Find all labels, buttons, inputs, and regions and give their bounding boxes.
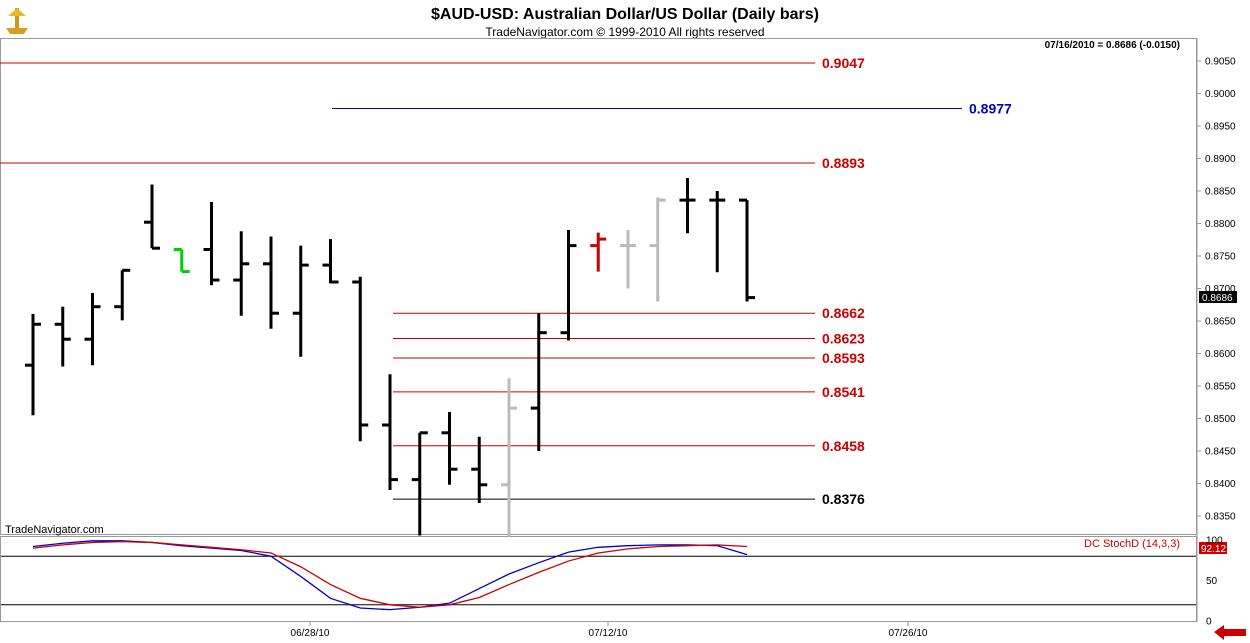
logo-icon [6,8,28,34]
price-tick-label: 0.8800 [1205,219,1236,230]
stoch-tick-label: 50 [1206,576,1218,587]
current-price-label: 0.8686 [1202,293,1233,304]
date-tick-label: 07/26/10 [889,628,928,639]
price-tick-label: 0.9000 [1205,89,1236,100]
stoch-series-line [32,540,748,608]
ohlc-bar [382,374,398,490]
level-lines: 0.9047 0.8977 0.8893 0.8662 0.8623 0.8593 0.85… [0,55,1012,507]
price-tick-label: 0.8700 [1205,284,1236,295]
watermark: TradeNavigator.com [5,524,104,536]
price-tick-label: 0.8350 [1205,512,1236,523]
price-panel [0,38,1197,535]
level-label: 0.8593 [822,350,865,366]
level-label: 0.8623 [822,331,865,347]
ohlc-bar [739,198,755,302]
level-label: 0.8977 [969,100,1012,116]
price-tick-label: 0.8450 [1205,447,1236,458]
ohlc-bar [501,378,517,537]
ohlc-bar [352,276,369,442]
level-label: 0.8458 [822,438,865,454]
stoch-value-tag: 92.12 [1199,542,1227,555]
date-axis: 06/28/10 07/12/10 07/26/10 [291,622,928,639]
date-tick-label: 06/28/10 [291,628,330,639]
price-tick-label: 0.9050 [1205,57,1236,68]
current-price-tag: 0.8686 [1199,291,1237,304]
chart-title: $AUD-USD: Australian Dollar/US Dollar (D… [431,6,819,23]
level-label: 0.8893 [822,155,865,171]
ohlc-bar [590,232,607,272]
ohlc-bar [679,178,696,234]
price-tick-label: 0.8500 [1205,414,1236,425]
stochastic-plot [1,540,1196,611]
ohlc-bars [25,178,755,537]
stoch-value-label: 92.12 [1201,544,1226,555]
level-label: 0.8662 [822,305,865,321]
ohlc-bar [322,239,339,284]
ohlc-bar [144,184,160,250]
level-label: 0.8541 [822,384,865,400]
price-tick-label: 0.8850 [1205,187,1236,198]
ohlc-bar [84,293,101,366]
chart-subtitle: TradeNavigator.com © 1999-2010 All right… [485,25,764,39]
ohlc-bar [263,236,279,329]
ohlc-bar [54,306,71,367]
price-tick-label: 0.8950 [1205,122,1236,133]
ohlc-bar [471,436,488,503]
level-label: 0.8376 [822,491,865,507]
price-axis: 0.9050 0.9000 0.8950 0.8900 0.8850 0.8800 0.87… [1197,57,1236,523]
price-tick-label: 0.8600 [1205,349,1236,360]
stoch-tick-label: 100 [1206,536,1223,547]
price-tick-label: 0.8750 [1205,252,1236,263]
price-tick-label: 0.8400 [1205,479,1236,490]
price-tick-label: 0.8900 [1205,154,1236,165]
ohlc-bar [114,268,131,321]
level-label: 0.9047 [822,55,865,71]
ohlc-bar [709,191,726,273]
stoch-axis: 100 50 0 [1206,536,1223,628]
ohlc-bar [649,197,666,302]
price-tick-label: 0.8550 [1205,382,1236,393]
ohlc-bar [292,245,309,357]
ohlc-bar [441,412,458,485]
ohlc-bar [173,248,190,274]
stoch-panel [0,536,1197,622]
ohlc-bar [203,202,220,286]
date-tick-label: 07/12/10 [589,628,628,639]
ohlc-bar [560,230,577,341]
price-tick-label: 0.8650 [1205,317,1236,328]
stoch-tick-label: 0 [1206,617,1212,628]
ohlc-bar [620,230,636,289]
last-quote: 07/16/2010 = 0.8686 (-0.0150) [1045,40,1180,51]
ohlc-bar [25,313,41,416]
ohlc-bar [233,231,250,316]
ohlc-bar [411,431,428,536]
stoch-title: DC StochD (14,3,3) [1084,538,1180,550]
stoch-series-line [32,540,748,611]
ohlc-bar [530,313,547,451]
scroll-left-arrow-icon[interactable] [1212,625,1248,641]
